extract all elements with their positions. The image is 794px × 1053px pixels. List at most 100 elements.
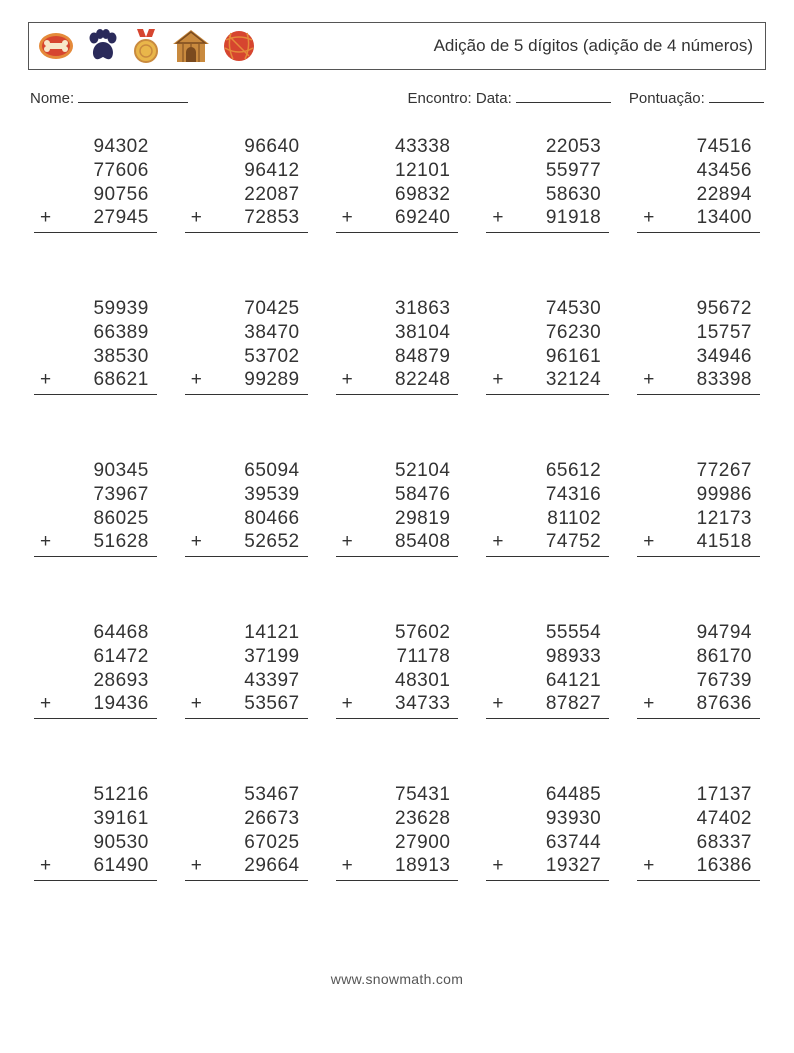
answer-space [637,557,760,577]
addend: 26673 [185,807,308,831]
problem: 318633810484879+82248 [336,297,459,415]
operator-line: +51628 [34,530,157,557]
worksheet-page: Adição de 5 dígitos (adição de 4 números… [0,0,794,997]
answer-space [185,719,308,739]
addend: 64121 [486,669,609,693]
paw-icon [85,29,121,63]
addend: 41518 [697,530,752,554]
plus-sign: + [342,206,356,230]
operator-line: +34733 [336,692,459,719]
plus-sign: + [342,854,356,878]
doghouse-icon [171,28,211,64]
addend: 34946 [637,345,760,369]
operator-line: +83398 [637,368,760,395]
addend: 96412 [185,159,308,183]
addend: 90756 [34,183,157,207]
addend: 22087 [185,183,308,207]
plus-sign: + [492,206,506,230]
addend: 90530 [34,831,157,855]
answer-space [486,881,609,901]
operator-line: +32124 [486,368,609,395]
operator-line: +72853 [185,206,308,233]
plus-sign: + [40,854,54,878]
problem: 754312362827900+18913 [336,783,459,901]
addend: 83398 [697,368,752,392]
operator-line: +41518 [637,530,760,557]
plus-sign: + [643,854,657,878]
addend: 51628 [93,530,148,554]
addend: 95672 [637,297,760,321]
operator-line: +87636 [637,692,760,719]
addend: 85408 [395,530,450,554]
plus-sign: + [643,368,657,392]
name-field: Nome: [30,88,408,107]
addend: 53467 [185,783,308,807]
operator-line: +69240 [336,206,459,233]
plus-sign: + [342,692,356,716]
problem: 772679998612173+41518 [637,459,760,577]
answer-space [486,395,609,415]
plus-sign: + [40,206,54,230]
date-blank [516,88,611,103]
addend: 43397 [185,669,308,693]
addend: 43456 [637,159,760,183]
date-field: Encontro: Data: [408,88,611,107]
plus-sign: + [191,530,205,554]
problem: 650943953980466+52652 [185,459,308,577]
answer-space [185,395,308,415]
addend: 86025 [34,507,157,531]
plus-sign: + [342,530,356,554]
answer-space [336,881,459,901]
answer-space [185,233,308,253]
problem: 745164345622894+13400 [637,135,760,253]
addend: 57602 [336,621,459,645]
addend: 61490 [93,854,148,878]
operator-line: +99289 [185,368,308,395]
info-row: Nome: Encontro: Data: Pontuação: [28,88,766,107]
addend: 71178 [336,645,459,669]
addend: 77606 [34,159,157,183]
addend: 93930 [486,807,609,831]
addend: 13400 [697,206,752,230]
score-field: Pontuação: [629,88,764,107]
addend: 70425 [185,297,308,321]
problem: 555549893364121+87827 [486,621,609,739]
plus-sign: + [191,692,205,716]
plus-sign: + [492,854,506,878]
answer-space [34,395,157,415]
plus-sign: + [492,692,506,716]
answer-space [336,719,459,739]
addend: 14121 [185,621,308,645]
addend: 94794 [637,621,760,645]
problem: 644686147228693+19436 [34,621,157,739]
problem: 656127431681102+74752 [486,459,609,577]
addend: 76739 [637,669,760,693]
addend: 81102 [486,507,609,531]
addend: 12101 [336,159,459,183]
plus-sign: + [643,530,657,554]
answer-space [637,719,760,739]
worksheet-title: Adição de 5 dígitos (adição de 4 números… [434,36,753,56]
problem: 956721575734946+83398 [637,297,760,415]
score-blank [709,88,764,103]
addend: 22053 [486,135,609,159]
answer-space [637,395,760,415]
operator-line: +27945 [34,206,157,233]
problem: 512163916190530+61490 [34,783,157,901]
addend: 91918 [546,206,601,230]
addend: 80466 [185,507,308,531]
operator-line: +82248 [336,368,459,395]
addend: 99289 [244,368,299,392]
addend: 68621 [93,368,148,392]
problem: 220535597758630+91918 [486,135,609,253]
operator-line: +87827 [486,692,609,719]
addend: 19327 [546,854,601,878]
problem: 171374740268337+16386 [637,783,760,901]
addend: 64468 [34,621,157,645]
addend: 74530 [486,297,609,321]
operator-line: +68621 [34,368,157,395]
addend: 39161 [34,807,157,831]
addend: 47402 [637,807,760,831]
addend: 34733 [395,692,450,716]
addend: 65612 [486,459,609,483]
